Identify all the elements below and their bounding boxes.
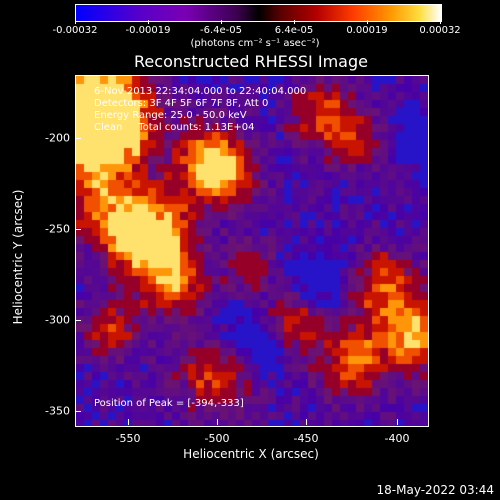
colorbar-tick: 0.00019 <box>346 25 388 36</box>
colorbar-tick: 0.00032 <box>419 25 461 36</box>
colorbar-tick: -6.4e-05 <box>200 25 242 36</box>
heatmap-canvas <box>76 76 428 426</box>
x-tick: -550 <box>115 432 141 445</box>
energy-range: Energy Range: 25.0 - 50.0 keV <box>94 110 247 121</box>
y-tick: -200 <box>45 131 70 145</box>
render-timestamp: 18-May-2022 03:44 <box>376 483 494 497</box>
colorbar-tick: -0.00019 <box>125 25 171 36</box>
x-tick: -500 <box>204 432 230 445</box>
y-tick: -250 <box>45 222 70 236</box>
clean-counts: Clean Total counts: 1.13E+04 <box>94 122 255 133</box>
colorbar-tick: 6.4e-05 <box>274 25 314 36</box>
colorbar <box>75 4 442 22</box>
x-tick: -450 <box>293 432 319 445</box>
x-tick: -400 <box>384 432 410 445</box>
image-info: 6-Nov-2013 22:34:04.000 to 22:40:04.000 D… <box>94 86 306 134</box>
x-axis-label: Heliocentric X (arcsec) <box>183 447 319 461</box>
colorbar-units: (photons cm⁻² s⁻¹ asec⁻²) <box>190 38 320 49</box>
y-tick: -350 <box>45 404 70 418</box>
time-range: 6-Nov-2013 22:34:04.000 to 22:40:04.000 <box>94 86 307 97</box>
y-tick: -300 <box>45 313 70 327</box>
y-axis-label: Heliocentric Y (arcsec) <box>11 189 25 325</box>
detectors: Detectors: 3F 4F 5F 6F 7F 8F, Att 0 <box>94 98 269 109</box>
rhessi-image-plot <box>75 75 429 427</box>
colorbar-tick: -0.00032 <box>52 25 98 36</box>
image-title: Reconstructed RHESSI Image <box>134 52 368 71</box>
peak-position: Position of Peak = [-394,-333] <box>94 398 244 409</box>
